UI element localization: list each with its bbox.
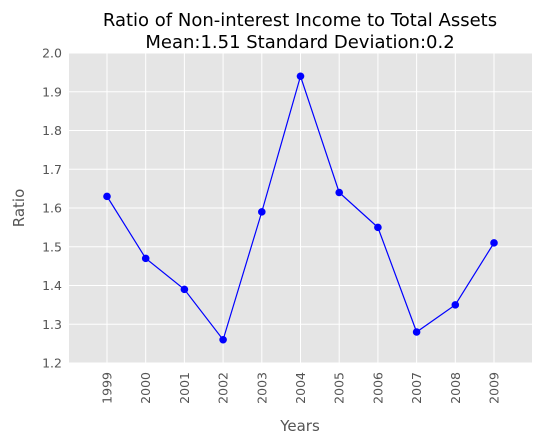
chart-subtitle: Mean:1.51 Standard Deviation:0.2 xyxy=(145,32,454,53)
y-tick-label: 1.7 xyxy=(42,162,62,177)
y-tick-label: 1.9 xyxy=(42,84,62,99)
data-point xyxy=(412,328,421,336)
x-tick-label: 2005 xyxy=(332,372,347,404)
y-tick-label: 1.4 xyxy=(42,278,62,293)
x-tick-label: 1999 xyxy=(100,372,115,404)
y-tick-label: 1.2 xyxy=(42,356,62,371)
data-point xyxy=(335,188,344,197)
x-axis-ticks: 1999 2000 2001 2002 2003 2004 2005 2006 2007 2008… xyxy=(100,372,502,404)
data-point xyxy=(451,301,460,309)
data-point xyxy=(374,223,382,232)
grid-lines xyxy=(69,52,532,364)
data-point xyxy=(219,335,227,344)
y-axis-ticks: 1.2 1.3 1.4 1.5 1.6 1.7 1.8 1.9 2.0 xyxy=(42,46,62,371)
x-tick-label: 2003 xyxy=(254,372,269,404)
x-tick-label: 2001 xyxy=(177,372,192,404)
x-axis-label: Years xyxy=(279,417,320,435)
x-tick-label: 2006 xyxy=(370,372,385,404)
y-tick-label: 1.8 xyxy=(42,123,62,138)
x-tick-label: 2002 xyxy=(216,372,231,404)
data-point xyxy=(103,192,111,201)
data-points xyxy=(103,72,498,344)
x-tick-label: 2004 xyxy=(293,372,308,404)
y-tick-label: 2.0 xyxy=(42,46,62,61)
x-tick-label: 2009 xyxy=(487,372,502,404)
data-point xyxy=(180,285,189,294)
x-tick-label: 2000 xyxy=(138,372,153,404)
y-tick-label: 1.5 xyxy=(42,239,62,254)
data-point xyxy=(490,239,498,247)
y-tick-label: 1.3 xyxy=(42,317,62,332)
y-tick-label: 1.6 xyxy=(42,201,62,216)
x-tick-label: 2007 xyxy=(409,372,424,404)
data-point xyxy=(141,254,150,263)
chart-title: Ratio of Non-interest Income to Total As… xyxy=(103,10,497,31)
x-tick-label: 2008 xyxy=(448,372,463,404)
data-point xyxy=(296,72,305,81)
y-axis-label: Ratio xyxy=(10,189,28,228)
data-point xyxy=(258,208,266,216)
